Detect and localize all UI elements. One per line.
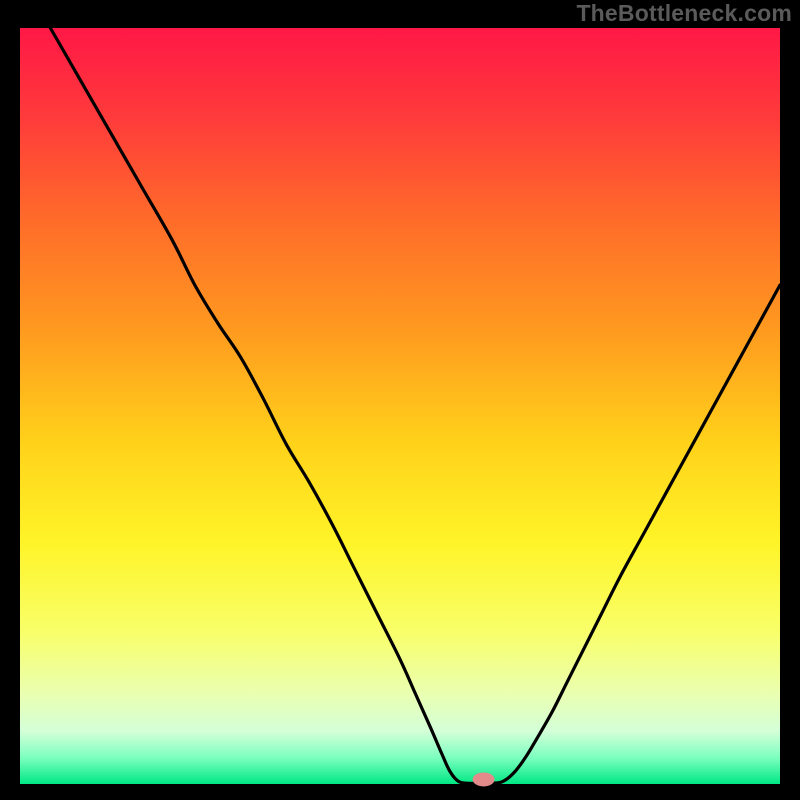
bottleneck-curve bbox=[50, 28, 780, 783]
curve-layer bbox=[0, 0, 800, 800]
optimal-marker bbox=[473, 772, 495, 786]
chart-wrapper: TheBottleneck.com bbox=[0, 0, 800, 800]
